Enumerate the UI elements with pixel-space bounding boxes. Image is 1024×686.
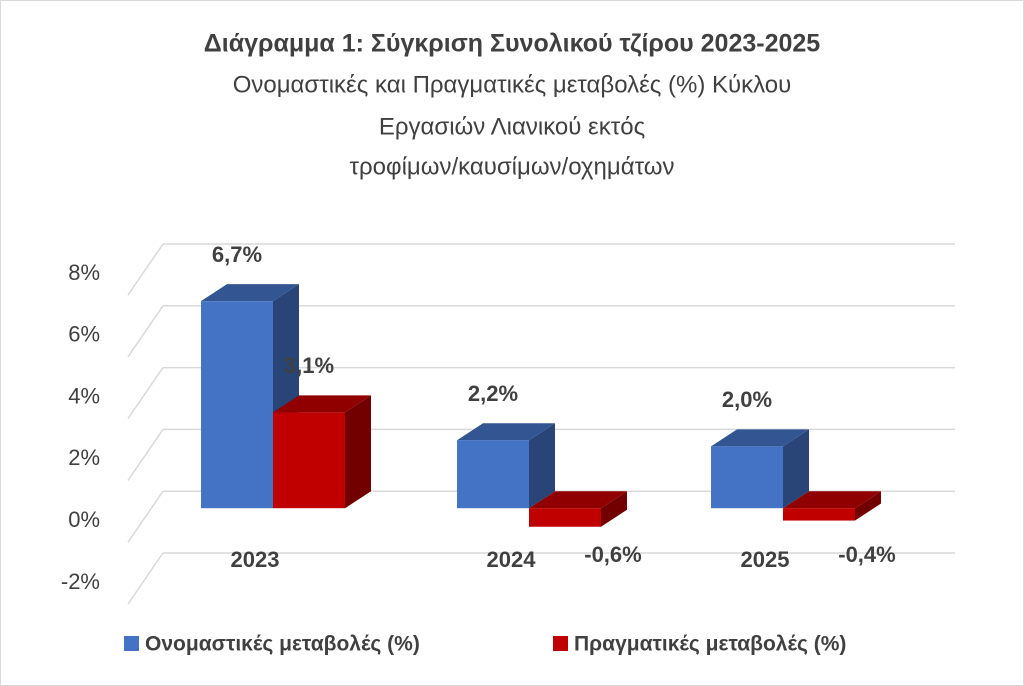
bar-top xyxy=(529,491,627,509)
x-tick-label: 2025 xyxy=(741,547,790,572)
bar-top xyxy=(201,284,299,302)
grid-line xyxy=(127,305,164,358)
data-label: -0,4% xyxy=(838,542,895,567)
grid-line xyxy=(127,552,164,605)
y-tick-label: 8% xyxy=(68,260,100,285)
legend-label: Πραγματικές μεταβολές (%) xyxy=(574,633,846,656)
y-tick-label: 0% xyxy=(68,507,100,532)
bar-top xyxy=(783,491,881,509)
grid-line xyxy=(127,428,164,481)
x-tick-label: 2024 xyxy=(487,547,537,572)
data-label: -0,6% xyxy=(584,542,641,567)
y-tick-label: 2% xyxy=(68,445,100,470)
y-tick-label: -2% xyxy=(61,569,100,594)
legend-label: Ονομαστικές μεταβολές (%) xyxy=(145,633,420,656)
bar xyxy=(457,440,529,509)
bar-side xyxy=(601,491,627,527)
bar xyxy=(273,412,345,509)
bar-side xyxy=(855,491,881,521)
bar-top xyxy=(711,429,809,447)
legend-swatch xyxy=(553,636,568,651)
chart-title: Διάγραμμα 1: Σύγκριση Συνολικού τζίρου 2… xyxy=(204,30,820,58)
data-label: 2,2% xyxy=(468,381,518,406)
y-tick-label: 4% xyxy=(68,383,100,408)
x-tick-label: 2023 xyxy=(231,547,280,572)
chart-subtitle: Ονομαστικές και Πραγματικές μεταβολές (%… xyxy=(233,71,792,98)
grid-line xyxy=(127,490,164,543)
bar-side xyxy=(529,423,555,509)
bar xyxy=(711,446,783,509)
bar xyxy=(201,301,273,509)
chart-subtitle: Εργασιών Λιανικού εκτός xyxy=(379,113,645,140)
data-label: 6,7% xyxy=(212,242,262,267)
bar xyxy=(529,508,601,527)
bar-side xyxy=(783,429,809,509)
y-tick-label: 6% xyxy=(68,322,100,347)
grid-line xyxy=(127,367,164,420)
bar xyxy=(783,508,855,521)
grid-line xyxy=(127,243,164,296)
bar-top xyxy=(457,423,555,441)
chart-subtitle: τροφίμων/καυσίμων/οχημάτων xyxy=(350,153,675,180)
bar-top xyxy=(273,395,371,413)
legend-swatch xyxy=(124,636,139,651)
data-label: 3,1% xyxy=(284,353,334,378)
bar-side xyxy=(345,395,371,509)
data-label: 2,0% xyxy=(722,387,772,412)
